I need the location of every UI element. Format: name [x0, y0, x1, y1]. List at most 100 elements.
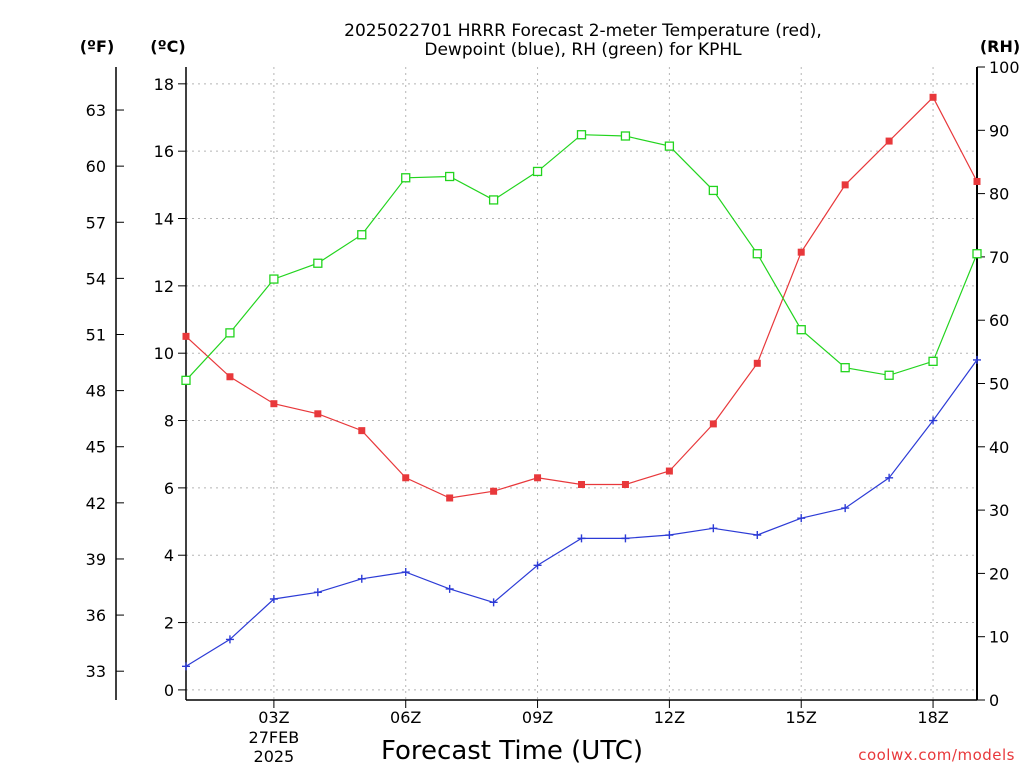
fahrenheit-tick-label: 60	[86, 157, 106, 176]
celsius-tick-label: 0	[164, 681, 174, 700]
rh-point	[708, 185, 718, 196]
dewpoint-point	[885, 473, 894, 482]
tick-labels: 0 2 4 6 8 10 12 14 16 18 33 36 39 42 45 48 51 54 57 60 63 0 10…	[86, 58, 1020, 766]
temperature-point	[446, 494, 454, 502]
fahrenheit-tick-label: 51	[86, 325, 106, 344]
chart-axes	[115, 66, 985, 708]
temperature-point	[621, 481, 629, 489]
x-tick-label: 18Z	[917, 708, 948, 727]
rh-point	[445, 171, 455, 182]
dewpoint-point	[797, 514, 806, 523]
celsius-axis-unit-label: (ºC)	[150, 37, 185, 56]
rh-point	[972, 249, 982, 259]
x-tick-label: 06Z	[390, 708, 421, 727]
dewpoint-point	[489, 598, 498, 607]
celsius-tick-label: 16	[154, 142, 174, 161]
dewpoint-point	[401, 568, 410, 577]
rh-point	[532, 166, 543, 177]
celsius-tick-label: 12	[154, 277, 174, 296]
fahrenheit-tick-label: 39	[86, 550, 106, 569]
dewpoint-point	[313, 588, 322, 597]
x-date-label: 27FEB	[249, 728, 300, 747]
rh-tick-label: 80	[989, 185, 1009, 204]
dewpoint-point	[225, 635, 234, 644]
rh-point	[664, 141, 675, 151]
celsius-tick-label: 18	[154, 75, 174, 94]
temperature-point	[841, 181, 849, 189]
rh-tick-label: 40	[989, 438, 1009, 457]
dewpoint-point	[753, 531, 762, 540]
dewpoint-point	[445, 584, 454, 593]
rh-point	[928, 356, 938, 366]
celsius-tick-label: 6	[164, 479, 174, 498]
temperature-series	[182, 93, 981, 502]
x-tick-label: 15Z	[786, 708, 817, 727]
temperature-point	[534, 474, 542, 482]
rh-tick-label: 50	[989, 375, 1009, 394]
rh-point	[752, 249, 762, 259]
fahrenheit-tick-label: 45	[86, 438, 106, 457]
dewpoint-line	[185, 359, 978, 667]
dewpoint-series	[182, 355, 981, 671]
dewpoint-point	[709, 524, 718, 533]
rh-point	[269, 274, 279, 284]
dewpoint-point	[182, 662, 190, 671]
temperature-point	[929, 93, 937, 101]
temperature-point	[402, 474, 410, 482]
rh-point	[884, 370, 894, 380]
temperature-point	[753, 359, 761, 367]
chart-title-line-1: 2025022701 HRRR Forecast 2-meter Tempera…	[344, 21, 822, 41]
temperature-point	[709, 420, 717, 428]
dewpoint-point	[577, 534, 586, 543]
dewpoint-point	[665, 531, 674, 540]
rh-tick-label: 60	[989, 311, 1009, 330]
rh-point	[313, 258, 323, 268]
temperature-point	[358, 427, 366, 435]
rh-tick-label: 30	[989, 501, 1009, 520]
x-tick-label: 09Z	[522, 708, 553, 727]
rh-point	[488, 195, 499, 205]
rh-point	[840, 363, 850, 373]
temperature-point	[490, 487, 498, 495]
x-axis-title: Forecast Time (UTC)	[381, 736, 643, 766]
temperature-point	[182, 332, 190, 340]
x-tick-label: 12Z	[654, 708, 685, 727]
temperature-point	[973, 177, 981, 185]
fahrenheit-tick-label: 36	[86, 606, 106, 625]
rh-point	[796, 325, 806, 335]
celsius-tick-label: 14	[154, 210, 174, 229]
temperature-point	[885, 137, 893, 145]
rh-series	[181, 130, 982, 385]
rh-tick-label: 100	[989, 58, 1020, 77]
temperature-line	[185, 96, 978, 499]
temperature-point	[314, 410, 322, 418]
rh-point	[576, 130, 587, 140]
rh-tick-label: 0	[989, 691, 999, 710]
data-series	[181, 93, 982, 671]
x-date-label: 2025	[254, 747, 295, 766]
temperature-point	[226, 373, 234, 381]
rh-tick-label: 10	[989, 628, 1009, 647]
celsius-tick-label: 10	[154, 344, 174, 363]
dewpoint-point	[357, 574, 366, 583]
rh-point	[181, 375, 191, 385]
rh-point	[225, 328, 235, 338]
temperature-point	[665, 467, 673, 475]
rh-axis-unit-label: (RH)	[980, 37, 1020, 56]
celsius-tick-label: 4	[164, 546, 174, 565]
dewpoint-point	[841, 504, 850, 513]
temperature-point	[797, 248, 805, 256]
fahrenheit-tick-label: 42	[86, 494, 106, 513]
fahrenheit-tick-label: 54	[86, 269, 106, 288]
temperature-point	[270, 400, 278, 408]
chart-title-line-2: Dewpoint (blue), RH (green) for KPHL	[424, 40, 742, 60]
grid-lines	[186, 67, 977, 700]
rh-point	[620, 131, 631, 141]
celsius-tick-label: 8	[164, 412, 174, 431]
dewpoint-point	[533, 561, 542, 570]
dewpoint-point	[973, 355, 981, 364]
rh-tick-label: 20	[989, 564, 1009, 583]
temperature-point	[578, 481, 585, 489]
